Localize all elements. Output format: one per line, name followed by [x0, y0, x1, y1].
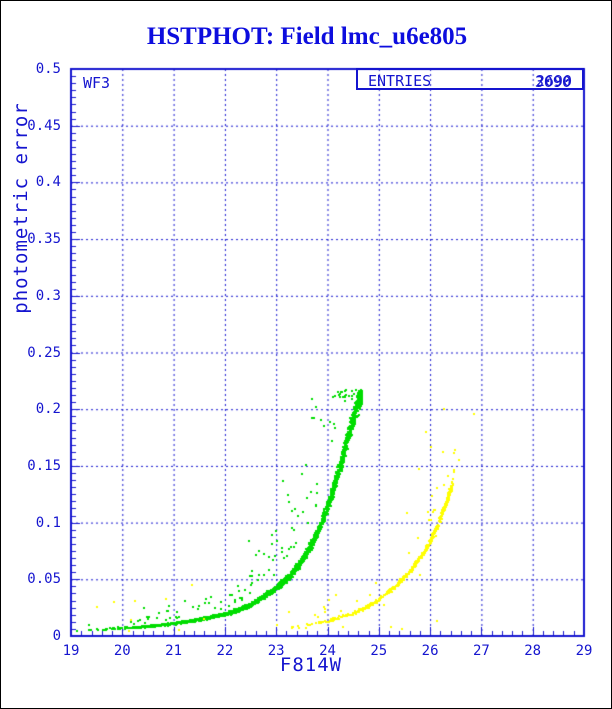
- x-tick-label: 21: [165, 643, 183, 659]
- x-axis-title: F814W: [279, 654, 343, 676]
- y-tick-label: 0.35: [27, 231, 61, 248]
- y-tick-label: 0: [52, 628, 61, 644]
- y-tick-label: 0.25: [27, 344, 61, 361]
- x-tick-label: 20: [113, 643, 131, 659]
- x-tick-label: 23: [267, 643, 285, 659]
- y-tick-label: 0.1: [35, 514, 61, 531]
- chip-label: WF3: [83, 74, 111, 92]
- y-tick-label: 0.4: [35, 174, 61, 191]
- y-tick-label: 0.5: [35, 61, 61, 77]
- x-tick-label: 25: [370, 643, 388, 659]
- entries-value-1: 2690: [535, 72, 572, 90]
- y-tick-label: 0.45: [27, 117, 61, 134]
- y-tick-label: 0.2: [35, 401, 61, 418]
- x-tick-label: 26: [421, 643, 439, 659]
- x-tick-label: 24: [319, 643, 336, 659]
- x-tick-label: 19: [62, 643, 80, 659]
- entries-value-2: 3090: [534, 73, 571, 91]
- x-tick-label: 28: [524, 643, 542, 659]
- stats-box: ENTRIES 2690 3090: [356, 68, 584, 91]
- y-axis-title: photometric error: [10, 102, 32, 314]
- y-tick-label: 0.15: [27, 457, 61, 474]
- y-tick-label: 0.3: [35, 287, 61, 304]
- y-tick-label: 0.05: [27, 571, 61, 588]
- x-tick-label: 29: [575, 643, 593, 659]
- x-tick-label: 27: [472, 643, 490, 659]
- page-title: HSTPHOT: Field lmc_u6e805: [146, 23, 468, 50]
- entries-label: ENTRIES: [368, 72, 432, 90]
- x-tick-label: 22: [216, 643, 234, 659]
